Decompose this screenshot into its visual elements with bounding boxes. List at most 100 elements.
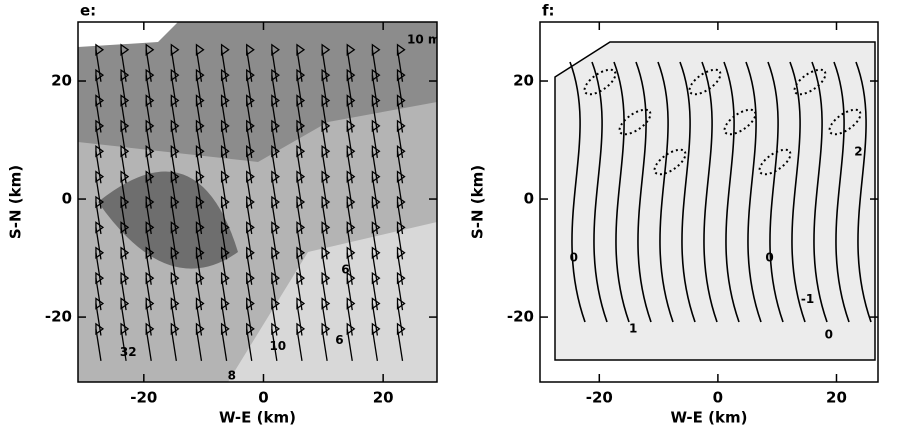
- x-tick-label: 0: [713, 389, 723, 407]
- wind-vector: [145, 252, 152, 285]
- wind-vector: [195, 49, 203, 82]
- wind-vector: [246, 100, 253, 133]
- wind-vector: [120, 100, 127, 133]
- wind-vector: [396, 49, 404, 82]
- wind-vector: [220, 303, 228, 336]
- contour-label: 8: [228, 369, 236, 383]
- wind-vector: [145, 328, 152, 361]
- wind-vector: [195, 303, 203, 336]
- contour-dotted: [723, 108, 757, 136]
- wind-vector: [296, 328, 303, 361]
- wind-vector: [271, 227, 278, 260]
- wind-vector: [246, 49, 253, 82]
- wind-vector: [346, 151, 353, 184]
- wind-vector: [170, 176, 177, 209]
- wind-vector: [195, 100, 203, 133]
- wind-vector: [95, 201, 102, 235]
- wind-vector: [346, 49, 353, 82]
- y-tick-label: -20: [45, 308, 72, 326]
- wind-vector: [145, 125, 152, 158]
- contour-label: 6: [335, 333, 343, 347]
- wind-vector: [346, 100, 353, 133]
- wind-vector: [371, 227, 379, 260]
- wind-vector: [120, 201, 127, 235]
- wind-vector: [371, 100, 379, 133]
- contour-line: [789, 61, 806, 323]
- wind-vector-head: [145, 43, 155, 57]
- vector-key: 10 m/s: [407, 33, 452, 47]
- wind-vector: [371, 278, 379, 311]
- wind-vector: [220, 75, 228, 108]
- wind-vector: [145, 176, 152, 209]
- wind-vector-head: [371, 43, 381, 57]
- wind-vector: [371, 201, 379, 235]
- contour-label: 6: [341, 262, 349, 276]
- wind-vector: [220, 176, 228, 209]
- wind-vector: [371, 151, 379, 184]
- wind-vector-head: [296, 43, 306, 57]
- plot-area: 10 m/s 8 10 6 6 32: [78, 22, 452, 383]
- wind-vector-head: [120, 43, 130, 57]
- wind-vector-head: [346, 43, 356, 57]
- wind-vector: [321, 75, 328, 108]
- wind-vector: [371, 49, 379, 82]
- wind-vector: [220, 201, 228, 235]
- wind-vector: [271, 75, 278, 108]
- wind-vector: [170, 278, 177, 311]
- wind-vector: [246, 328, 253, 361]
- y-axis-label: S-N (km): [7, 165, 25, 239]
- wind-vector: [296, 227, 303, 260]
- wind-vector: [95, 303, 102, 336]
- x-tick-label: 20: [373, 389, 394, 407]
- wind-vector: [321, 227, 328, 260]
- wind-vector: [220, 227, 228, 260]
- contour-line: [569, 61, 586, 323]
- wind-vector: [346, 176, 353, 209]
- wind-vector: [321, 328, 328, 361]
- wind-vector: [371, 303, 379, 336]
- wind-vector: [346, 303, 353, 336]
- wind-vector-head: [246, 43, 255, 57]
- wind-vector: [170, 75, 177, 108]
- wind-vector: [321, 151, 328, 184]
- panel-label: e:: [80, 2, 96, 20]
- wind-vector: [271, 49, 278, 82]
- wind-vector: [120, 303, 127, 336]
- contour-dotted: [793, 68, 827, 96]
- wind-vector: [271, 201, 278, 235]
- contour-line: [855, 61, 872, 323]
- contour-dotted: [758, 148, 792, 176]
- wind-vector: [296, 75, 303, 108]
- wind-vector: [296, 125, 303, 158]
- wind-vector: [195, 75, 203, 108]
- wind-vector: [95, 151, 102, 184]
- contour-dotted: [618, 108, 652, 136]
- wind-vector: [321, 278, 328, 311]
- wind-vector: [271, 252, 278, 285]
- wind-vector: [170, 125, 177, 158]
- wind-vector: [246, 252, 253, 285]
- wind-vector: [95, 278, 102, 311]
- wind-vector: [321, 303, 328, 336]
- wind-vector: [170, 328, 177, 361]
- wind-vector: [195, 125, 203, 158]
- wind-vector: [95, 49, 102, 82]
- wind-vector: [220, 100, 228, 133]
- y-tick-label: 0: [62, 190, 72, 208]
- y-axis-label: S-N (km): [469, 165, 487, 239]
- wind-vector: [321, 201, 328, 235]
- wind-vector: [95, 252, 102, 285]
- wind-vector: [170, 227, 177, 260]
- wind-vector-head: [195, 43, 205, 57]
- x-tick-label: -20: [130, 389, 157, 407]
- wind-vector: [396, 328, 404, 361]
- x-axis-label: W-E (km): [671, 409, 748, 427]
- wind-vector: [396, 125, 404, 158]
- wind-vector: [195, 176, 203, 209]
- wind-vector: [220, 328, 228, 361]
- wind-vector: [220, 49, 228, 82]
- field-region: [554, 41, 876, 361]
- y-tick-label: 0: [524, 190, 534, 208]
- wind-vector: [95, 176, 102, 209]
- wind-vector: [296, 303, 303, 336]
